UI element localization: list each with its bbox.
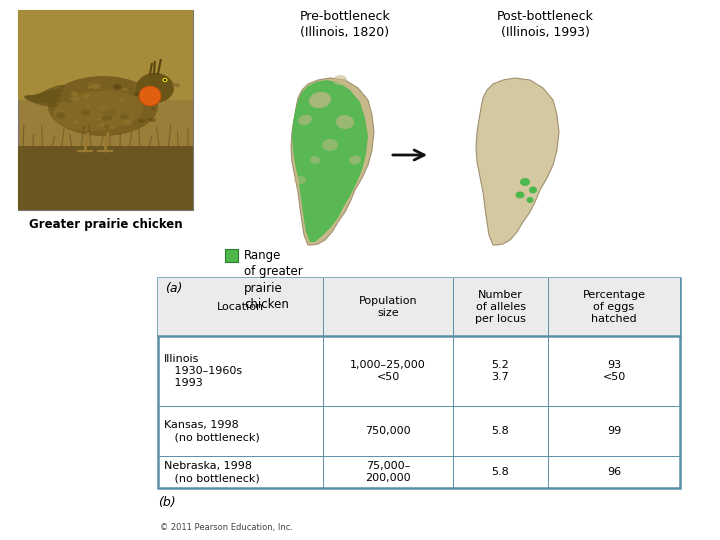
Ellipse shape: [112, 84, 121, 90]
Text: © 2011 Pearson Education, Inc.: © 2011 Pearson Education, Inc.: [160, 523, 293, 532]
Ellipse shape: [96, 90, 103, 94]
Text: 1,000–25,000
<50: 1,000–25,000 <50: [350, 360, 426, 382]
Ellipse shape: [99, 98, 109, 103]
Bar: [18, 10, 193, 100]
Ellipse shape: [516, 192, 524, 199]
Ellipse shape: [30, 89, 64, 101]
Ellipse shape: [336, 115, 354, 129]
Text: Range
of greater
prairie
chicken: Range of greater prairie chicken: [244, 249, 302, 312]
Text: Pre-bottleneck
(Illinois, 1820): Pre-bottleneck (Illinois, 1820): [300, 10, 390, 39]
Text: Illinois
   1930–1960s
   1993: Illinois 1930–1960s 1993: [164, 354, 242, 388]
Ellipse shape: [77, 124, 81, 126]
FancyBboxPatch shape: [225, 249, 238, 262]
Ellipse shape: [33, 85, 65, 101]
Text: Post-bottleneck
(Illinois, 1993): Post-bottleneck (Illinois, 1993): [497, 10, 593, 39]
Polygon shape: [291, 78, 374, 245]
Ellipse shape: [97, 118, 105, 123]
Ellipse shape: [48, 76, 158, 136]
Text: 750,000: 750,000: [365, 426, 411, 436]
Text: Population
size: Population size: [359, 296, 418, 318]
Ellipse shape: [26, 94, 60, 103]
Text: 96: 96: [607, 467, 621, 477]
Ellipse shape: [149, 109, 156, 112]
Text: 93
<50: 93 <50: [603, 360, 626, 382]
Polygon shape: [476, 78, 559, 245]
Text: Nebraska, 1998
   (no bottleneck): Nebraska, 1998 (no bottleneck): [164, 461, 260, 483]
Ellipse shape: [109, 97, 116, 101]
Ellipse shape: [139, 86, 161, 106]
Ellipse shape: [91, 102, 99, 106]
Ellipse shape: [163, 78, 168, 82]
Ellipse shape: [91, 116, 99, 120]
Ellipse shape: [55, 104, 58, 106]
Text: 75,000–
200,000: 75,000– 200,000: [365, 461, 411, 483]
Ellipse shape: [110, 104, 119, 110]
Ellipse shape: [130, 120, 139, 125]
Text: 99: 99: [607, 426, 621, 436]
Ellipse shape: [92, 100, 99, 105]
Text: 5.8: 5.8: [492, 467, 509, 477]
Ellipse shape: [101, 91, 109, 96]
Ellipse shape: [129, 120, 134, 124]
Ellipse shape: [58, 85, 61, 86]
Ellipse shape: [349, 156, 361, 165]
Text: Kansas, 1998
   (no bottleneck): Kansas, 1998 (no bottleneck): [164, 420, 260, 442]
Ellipse shape: [59, 92, 69, 98]
Ellipse shape: [529, 186, 537, 193]
Ellipse shape: [294, 176, 306, 184]
Ellipse shape: [72, 95, 76, 97]
Text: (b): (b): [158, 496, 176, 509]
Ellipse shape: [109, 117, 118, 123]
Text: 5.2
3.7: 5.2 3.7: [492, 360, 509, 382]
Ellipse shape: [84, 106, 89, 109]
Ellipse shape: [133, 118, 143, 124]
Ellipse shape: [333, 75, 347, 85]
Ellipse shape: [53, 91, 143, 131]
Text: Percentage
of eggs
hatched: Percentage of eggs hatched: [582, 290, 646, 324]
Ellipse shape: [322, 139, 338, 151]
Ellipse shape: [298, 115, 312, 125]
Text: Number
of alleles
per locus: Number of alleles per locus: [475, 290, 526, 324]
Ellipse shape: [118, 100, 127, 105]
Ellipse shape: [80, 91, 85, 94]
Ellipse shape: [61, 114, 68, 118]
Ellipse shape: [136, 73, 174, 103]
Ellipse shape: [92, 100, 96, 102]
Ellipse shape: [310, 156, 320, 164]
Bar: [18, 10, 193, 210]
Ellipse shape: [163, 79, 166, 81]
Text: (a): (a): [165, 282, 182, 295]
Bar: [18, 146, 193, 210]
Bar: [158, 278, 680, 336]
Ellipse shape: [84, 103, 91, 107]
Ellipse shape: [68, 122, 77, 127]
Ellipse shape: [145, 85, 153, 90]
Text: Greater prairie chicken: Greater prairie chicken: [29, 218, 182, 231]
Ellipse shape: [97, 92, 104, 97]
Ellipse shape: [520, 178, 530, 186]
Polygon shape: [292, 80, 368, 242]
Ellipse shape: [99, 119, 108, 125]
Ellipse shape: [309, 92, 331, 108]
Ellipse shape: [112, 114, 119, 118]
Ellipse shape: [27, 93, 63, 102]
Ellipse shape: [100, 92, 105, 94]
Ellipse shape: [145, 115, 148, 117]
Ellipse shape: [24, 95, 58, 107]
Ellipse shape: [136, 120, 141, 123]
Text: Location: Location: [217, 302, 264, 312]
Bar: [158, 278, 680, 488]
Ellipse shape: [104, 91, 111, 95]
Ellipse shape: [526, 197, 534, 203]
Text: 5.8: 5.8: [492, 426, 509, 436]
